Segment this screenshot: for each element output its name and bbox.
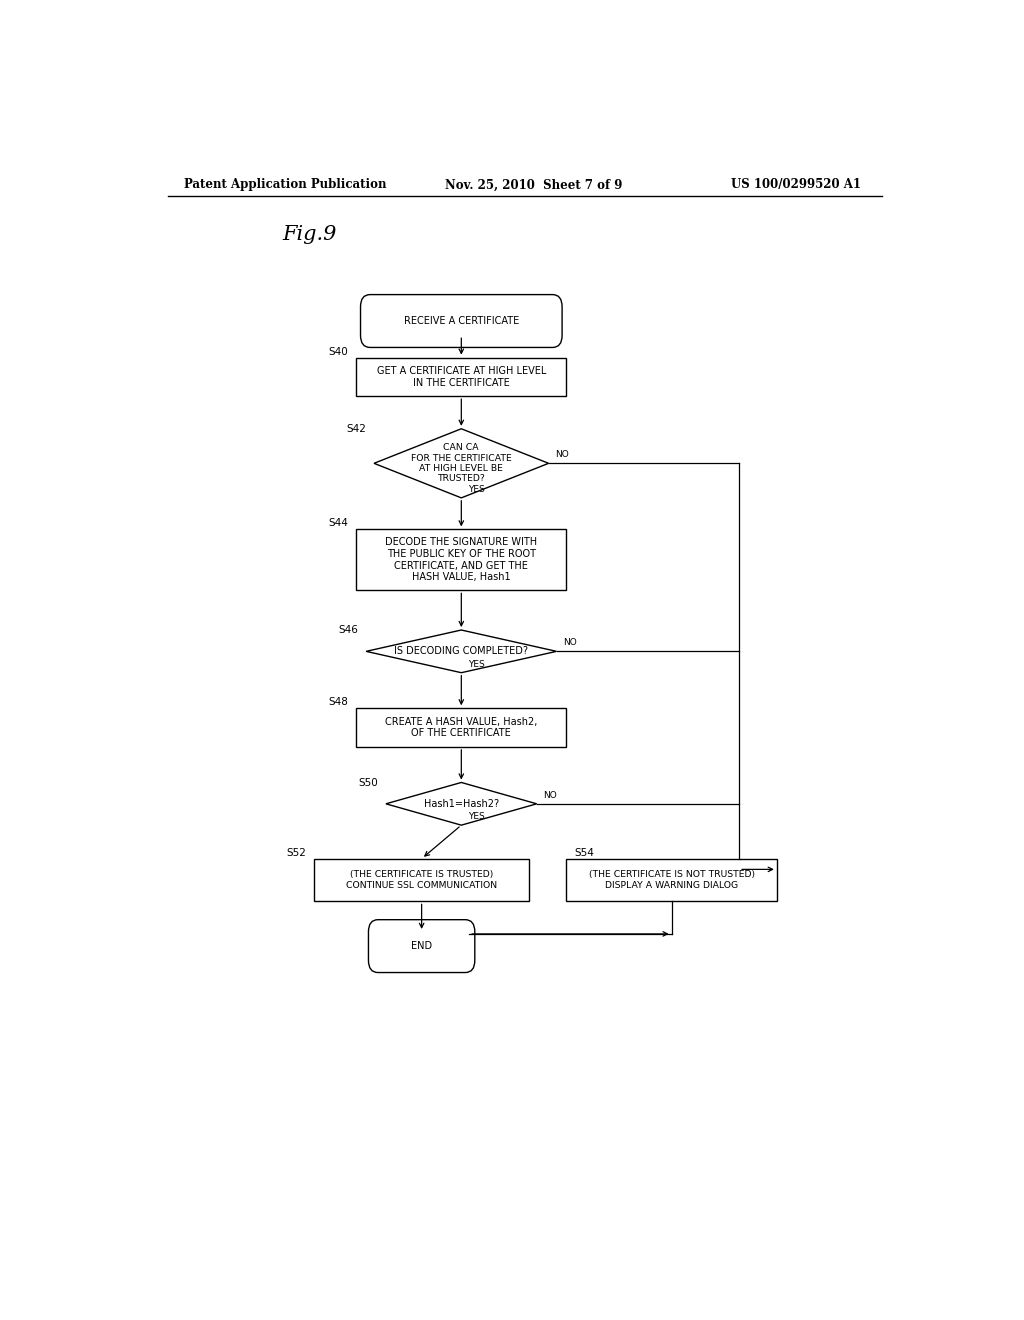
FancyBboxPatch shape (360, 294, 562, 347)
Text: US 100/0299520 A1: US 100/0299520 A1 (731, 178, 861, 191)
Text: S46: S46 (338, 626, 358, 635)
Text: YES: YES (468, 812, 484, 821)
Text: Hash1=Hash2?: Hash1=Hash2? (424, 799, 499, 809)
Text: S54: S54 (574, 847, 594, 858)
Text: Fig.9: Fig.9 (283, 226, 337, 244)
Bar (314, 859, 528, 902)
Polygon shape (386, 783, 537, 825)
Text: S40: S40 (329, 347, 348, 356)
Text: NO: NO (543, 791, 557, 800)
Bar (356, 529, 566, 590)
Text: (THE CERTIFICATE IS TRUSTED)
CONTINUE SSL COMMUNICATION: (THE CERTIFICATE IS TRUSTED) CONTINUE SS… (346, 870, 498, 890)
Text: CAN CA
FOR THE CERTIFICATE
AT HIGH LEVEL BE
TRUSTED?: CAN CA FOR THE CERTIFICATE AT HIGH LEVEL… (411, 444, 512, 483)
Bar (356, 358, 566, 396)
Text: GET A CERTIFICATE AT HIGH LEVEL
IN THE CERTIFICATE: GET A CERTIFICATE AT HIGH LEVEL IN THE C… (377, 366, 546, 388)
Text: CREATE A HASH VALUE, Hash2,
OF THE CERTIFICATE: CREATE A HASH VALUE, Hash2, OF THE CERTI… (385, 717, 538, 738)
Text: NO: NO (563, 639, 577, 647)
Text: RECEIVE A CERTIFICATE: RECEIVE A CERTIFICATE (403, 315, 519, 326)
Polygon shape (374, 429, 549, 498)
Text: Nov. 25, 2010  Sheet 7 of 9: Nov. 25, 2010 Sheet 7 of 9 (445, 178, 623, 191)
Text: (THE CERTIFICATE IS NOT TRUSTED)
DISPLAY A WARNING DIALOG: (THE CERTIFICATE IS NOT TRUSTED) DISPLAY… (589, 870, 755, 890)
Text: NO: NO (555, 450, 568, 459)
Text: DECODE THE SIGNATURE WITH
THE PUBLIC KEY OF THE ROOT
CERTIFICATE, AND GET THE
HA: DECODE THE SIGNATURE WITH THE PUBLIC KEY… (385, 537, 538, 582)
Text: S42: S42 (346, 424, 367, 434)
FancyBboxPatch shape (369, 920, 475, 973)
Text: S48: S48 (329, 697, 348, 708)
Text: S52: S52 (287, 847, 306, 858)
Bar (356, 709, 566, 747)
Text: END: END (411, 941, 432, 952)
Text: S44: S44 (329, 519, 348, 528)
Text: YES: YES (468, 484, 484, 494)
Text: S50: S50 (358, 777, 378, 788)
Polygon shape (367, 630, 557, 673)
Bar (566, 859, 777, 902)
Text: IS DECODING COMPLETED?: IS DECODING COMPLETED? (394, 647, 528, 656)
Text: Patent Application Publication: Patent Application Publication (183, 178, 386, 191)
Text: YES: YES (468, 660, 484, 669)
